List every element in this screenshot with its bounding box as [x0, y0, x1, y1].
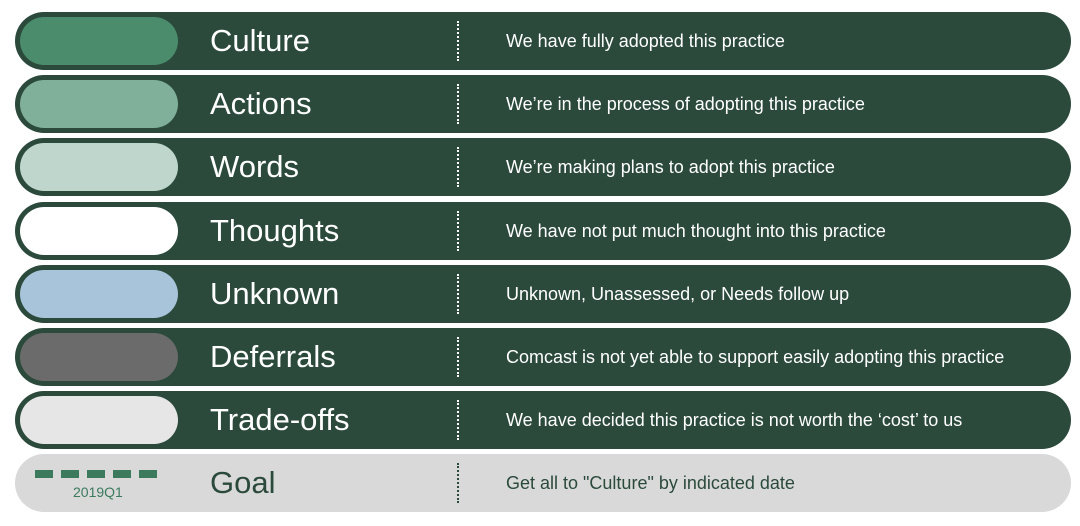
goal-date-label: 2019Q1	[73, 484, 123, 501]
dotted-divider	[457, 84, 459, 125]
dotted-divider	[457, 400, 459, 441]
swatch-thoughts	[20, 206, 178, 255]
goal-dashed-line-icon	[35, 470, 165, 479]
legend-row-trade-offs: Trade-offs We have decided this practice…	[15, 391, 1071, 450]
legend-row-words: Words We’re making plans to adopt this p…	[15, 138, 1071, 197]
legend-name: Words	[210, 149, 300, 185]
legend-row-deferrals: Deferrals Comcast is not yet able to sup…	[15, 327, 1071, 386]
dotted-divider	[457, 336, 459, 377]
swatch-trade-offs	[20, 396, 178, 445]
legend-name: Actions	[210, 86, 312, 122]
swatch-culture	[20, 17, 178, 65]
legend-name: Culture	[210, 23, 310, 58]
practice-adoption-legend: Culture We have fully adopted this pract…	[15, 12, 1071, 518]
legend-description: We’re making plans to adopt this practic…	[506, 157, 835, 178]
dotted-divider	[457, 463, 459, 504]
dotted-divider	[457, 210, 459, 251]
legend-description: We have not put much thought into this p…	[506, 220, 886, 241]
dotted-divider	[457, 147, 459, 188]
legend-name: Trade-offs	[210, 402, 350, 438]
legend-name: Deferrals	[210, 338, 336, 374]
dotted-divider	[457, 273, 459, 314]
legend-name: Thoughts	[210, 212, 340, 248]
legend-description: We have fully adopted this practice	[506, 31, 785, 51]
swatch-words	[20, 143, 178, 192]
legend-row-actions: Actions We’re in the process of adopting…	[15, 75, 1071, 134]
legend-description: Get all to "Culture" by indicated date	[506, 473, 795, 494]
dotted-divider	[457, 21, 459, 61]
legend-description: We have decided this practice is not wor…	[506, 410, 963, 431]
swatch-actions	[20, 80, 178, 129]
legend-description: Unknown, Unassessed, or Needs follow up	[506, 283, 850, 304]
legend-row-unknown: Unknown Unknown, Unassessed, or Needs fo…	[15, 264, 1071, 323]
legend-row-culture: Culture We have fully adopted this pract…	[15, 12, 1071, 70]
goal-marker: 2019Q1	[35, 470, 165, 500]
legend-description: We’re in the process of adopting this pr…	[506, 94, 865, 115]
legend-row-goal: 2019Q1 Goal Get all to "Culture" by indi…	[15, 454, 1071, 513]
swatch-unknown	[20, 269, 178, 318]
legend-name: Goal	[210, 465, 276, 501]
legend-row-thoughts: Thoughts We have not put much thought in…	[15, 201, 1071, 260]
legend-description: Comcast is not yet able to support easil…	[506, 346, 1005, 367]
swatch-deferrals	[20, 332, 178, 381]
legend-name: Unknown	[210, 275, 340, 311]
